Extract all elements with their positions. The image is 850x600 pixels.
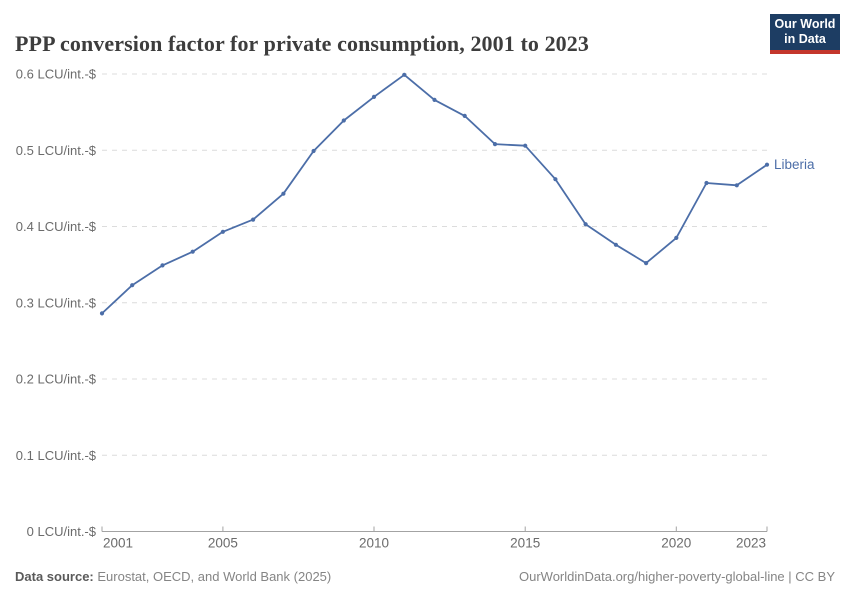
data-point-2021[interactable]: [704, 180, 709, 186]
data-source-label: Data source:: [15, 569, 94, 584]
y-axis-label: 0.5 LCU/int.-$: [16, 143, 97, 158]
data-point-2004[interactable]: [190, 249, 195, 254]
data-point-2011[interactable]: [402, 72, 407, 77]
chart-title: PPP conversion factor for private consum…: [15, 30, 589, 56]
data-point-2009[interactable]: [341, 118, 346, 123]
data-source-note: Data source: Eurostat, OECD, and World B…: [15, 569, 331, 584]
y-axis-label: 0.4 LCU/int.-$: [16, 219, 97, 234]
data-point-2022[interactable]: [734, 183, 739, 188]
data-point-2010[interactable]: [371, 94, 377, 99]
owid-logo-line1: Our World: [774, 17, 836, 31]
data-point-2005[interactable]: [220, 229, 225, 234]
data-point-2006[interactable]: [251, 217, 256, 222]
data-source-text: Eurostat, OECD, and World Bank (2025): [93, 569, 332, 584]
data-point-2003[interactable]: [160, 263, 165, 268]
y-axis-label: 0.6 LCU/int.-$: [16, 67, 97, 82]
data-point-2007[interactable]: [281, 191, 286, 196]
credit-link[interactable]: OurWorldinData.org/higher-poverty-global…: [519, 569, 835, 584]
x-axis-label: 2023: [736, 536, 766, 551]
y-axis-label: 0 LCU/int.-$: [27, 524, 97, 539]
data-point-2015[interactable]: [523, 143, 528, 148]
chart-line-liberia[interactable]: [101, 73, 768, 315]
data-point-2012[interactable]: [432, 97, 437, 102]
chart-footer: Data source: Eurostat, OECD, and World B…: [15, 569, 835, 584]
data-point-2020[interactable]: [674, 235, 679, 240]
x-axis-label: 2001: [103, 536, 133, 551]
data-point-2008[interactable]: [311, 148, 316, 154]
data-point-2001[interactable]: [99, 311, 105, 316]
data-point-2019[interactable]: [644, 261, 649, 266]
owid-logo-line2: in Data: [784, 32, 826, 46]
line-chart-plot-area[interactable]: 0 LCU/int.-$ 0.1 LCU/int.-$ 0.2 LCU/int.-$…: [0, 0, 850, 565]
data-point-2023[interactable]: [764, 162, 770, 167]
data-point-2017[interactable]: [583, 222, 588, 227]
x-axis-label: 2010: [359, 536, 389, 551]
series-label-liberia[interactable]: Liberia: [774, 157, 815, 172]
owid-logo[interactable]: Our World in Data: [770, 14, 840, 54]
y-axis-label: 0.2 LCU/int.-$: [16, 372, 97, 387]
y-axis-label: 0.3 LCU/int.-$: [16, 295, 97, 310]
x-axis-label: 2005: [208, 536, 238, 551]
data-point-2018[interactable]: [613, 242, 619, 247]
data-point-2013[interactable]: [462, 113, 467, 118]
data-point-2014[interactable]: [492, 142, 498, 147]
data-point-2016[interactable]: [553, 177, 558, 182]
x-axis-label: 2015: [510, 536, 540, 551]
x-axis-label: 2020: [661, 536, 691, 551]
y-axis-label: 0.1 LCU/int.-$: [16, 448, 97, 463]
data-point-2002[interactable]: [130, 283, 135, 288]
